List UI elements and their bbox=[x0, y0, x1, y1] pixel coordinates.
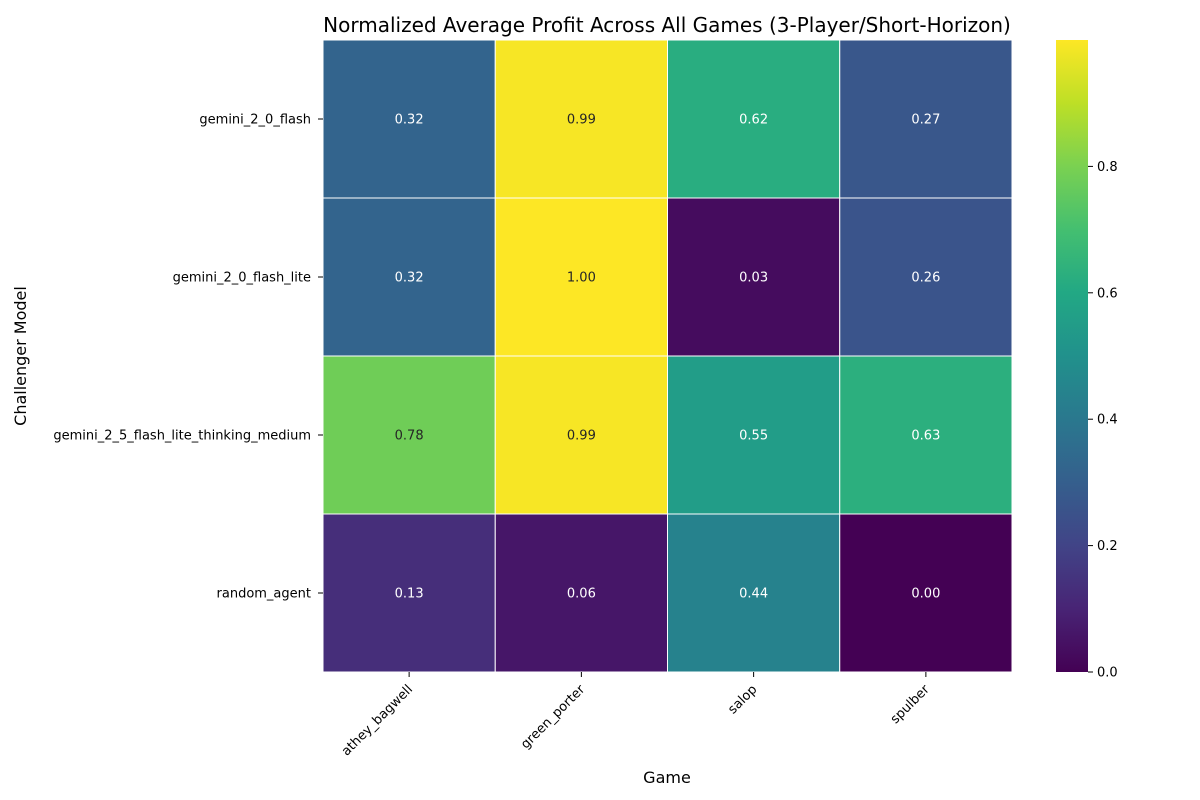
heatmap-cell bbox=[494, 355, 668, 515]
x-tick-label: spulber bbox=[888, 682, 933, 727]
cell-value-label: 0.62 bbox=[739, 113, 768, 128]
heatmap-cell bbox=[839, 355, 1013, 515]
chart-title: Normalized Average Profit Across All Gam… bbox=[323, 13, 1011, 37]
colorbar-tick-label: 0.6 bbox=[1097, 286, 1118, 301]
heatmap-cell bbox=[839, 513, 1013, 673]
cell-value-label: 1.00 bbox=[567, 271, 596, 286]
y-axis-label: Challenger Model bbox=[11, 286, 30, 426]
y-tick-labels: gemini_2_0_flash gemini_2_0_flash_litegem… bbox=[53, 113, 323, 602]
x-tick-label: salop bbox=[725, 682, 760, 717]
cell-value-label: 0.44 bbox=[739, 587, 768, 602]
heatmap-cell bbox=[667, 197, 841, 357]
cell-value-label: 0.27 bbox=[911, 113, 940, 128]
cell-value-label: 0.32 bbox=[395, 113, 424, 128]
cell-value-label: 0.26 bbox=[911, 271, 940, 286]
cell-value-label: 0.55 bbox=[739, 429, 768, 444]
heatmap-cell bbox=[494, 39, 668, 199]
heatmap-cell bbox=[839, 197, 1013, 357]
x-tick-label: green_porter bbox=[518, 682, 588, 752]
colorbar-tick-label: 0.4 bbox=[1097, 413, 1118, 428]
colorbar-tick-label: 0.8 bbox=[1097, 160, 1118, 175]
heatmap-cell bbox=[322, 197, 496, 357]
y-tick-label: gemini_2_0_flash_lite bbox=[173, 271, 311, 286]
heatmap-cell bbox=[494, 513, 668, 673]
x-tick-label: athey_bagwell bbox=[339, 682, 416, 759]
heatmap-cell bbox=[667, 39, 841, 199]
heatmap-cell bbox=[322, 39, 496, 199]
heatmap-cell bbox=[322, 513, 496, 673]
cell-value-label: 0.06 bbox=[567, 587, 596, 602]
cell-value-label: 0.99 bbox=[567, 429, 596, 444]
colorbar: 0.0 0.2 0.4 0.6 0.8 bbox=[1056, 40, 1118, 681]
colorbar-tick-label: 0.0 bbox=[1097, 666, 1118, 681]
heatmap-cell bbox=[839, 39, 1013, 199]
y-tick-label: gemini_2_5_flash_lite_thinking_medium bbox=[53, 429, 311, 444]
cell-value-label: 0.63 bbox=[911, 429, 940, 444]
y-tick-label: random_agent bbox=[217, 587, 311, 602]
cell-value-label: 0.03 bbox=[739, 271, 768, 286]
cell-value-label: 0.13 bbox=[395, 587, 424, 602]
colorbar-gradient bbox=[1056, 40, 1088, 672]
cell-value-label: 0.32 bbox=[395, 271, 424, 286]
cell-value-label: 0.78 bbox=[395, 429, 424, 444]
cell-value-label: 0.00 bbox=[911, 587, 940, 602]
heatmap-cell bbox=[494, 197, 668, 357]
colorbar-tick-label: 0.2 bbox=[1097, 539, 1118, 554]
heatmap-cell bbox=[667, 513, 841, 673]
x-tick-labels: athey_bagwell green_porter salop spulber bbox=[339, 672, 933, 759]
cell-value-label: 0.99 bbox=[567, 113, 596, 128]
heatmap-cells: 0.32 0.99 0.62 0.27 0.32 1.00 0.03 0.26 0.78 0.99… bbox=[322, 39, 1013, 673]
x-axis-label: Game bbox=[643, 768, 691, 787]
y-tick-label: gemini_2_0_flash bbox=[199, 113, 311, 128]
